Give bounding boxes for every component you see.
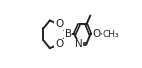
Text: CH₃: CH₃: [103, 30, 119, 39]
Text: O: O: [55, 19, 63, 29]
Text: B: B: [64, 29, 72, 39]
Text: O: O: [55, 39, 63, 49]
Text: N: N: [75, 39, 83, 49]
Text: O: O: [93, 29, 101, 39]
